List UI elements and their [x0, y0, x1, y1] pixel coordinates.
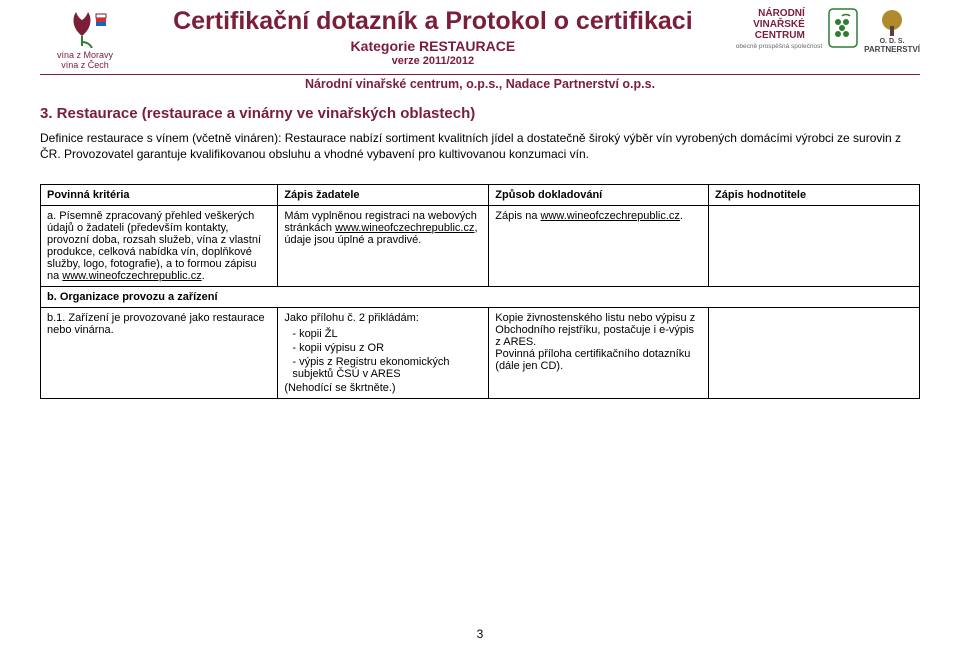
criteria-table: Povinná kritéria Zápis žadatele Způsob d…: [40, 184, 920, 399]
link-wine-2[interactable]: www.wineofczechrepublic.cz: [335, 222, 474, 234]
logos-right: NÁRODNÍ VINAŘSKÉ CENTRUM obecně prospěšn…: [736, 8, 920, 54]
cell-a-applicant: Mám vyplněnou registraci na webových str…: [278, 206, 489, 287]
list-item: výpis z Registru ekonomických subjektů Č…: [292, 356, 482, 380]
grape-icon: [828, 8, 858, 48]
cell-b1-applicant: Jako přílohu č. 2 přikládám: kopii ŽL ko…: [278, 308, 489, 399]
cell-a-evaluator: [709, 206, 920, 287]
list-item: kopii výpisu z OR: [292, 342, 482, 354]
th-criteria: Povinná kritéria: [41, 185, 278, 206]
section-definition: Definice restaurace s vínem (včetně viná…: [40, 130, 920, 162]
subheader: Národní vinařské centrum, o.p.s., Nadace…: [40, 77, 920, 91]
doc-title: Certifikační dotazník a Protokol o certi…: [138, 8, 728, 36]
partnerstvi-line: PARTNERSTVÍ: [864, 46, 920, 55]
section-title: 3. Restaurace (restaurace a vinárny ve v…: [40, 105, 920, 122]
th-evaluator: Zápis hodnotitele: [709, 185, 920, 206]
cell-b1-evaluator: [709, 308, 920, 399]
page-header: vína z Moravy vína z Čech Certifikační d…: [40, 8, 920, 70]
table-header-row: Povinná kritéria Zápis žadatele Způsob d…: [41, 185, 920, 206]
logo-left-line2: vína z Čech: [61, 60, 109, 70]
cell-b1-evidence: Kopie živnostenského listu nebo výpisu z…: [489, 308, 709, 399]
cell-b1-criteria: b.1. Zařízení je provozované jako restau…: [41, 308, 278, 399]
cell-a-evidence: Zápis na www.wineofczechrepublic.cz.: [489, 206, 709, 287]
page-number: 3: [0, 627, 960, 641]
th-applicant: Zápis žadatele: [278, 185, 489, 206]
tulip-icon: [62, 8, 108, 48]
link-wine-3[interactable]: www.wineofczechrepublic.cz: [541, 210, 680, 222]
cell-a-criteria: a. Písemně zpracovaný přehled veškerých …: [41, 206, 278, 287]
header-rule: [40, 74, 920, 75]
cell-b-heading: b. Organizace provozu a zařízení: [41, 287, 920, 308]
logo-left: vína z Moravy vína z Čech: [40, 8, 130, 70]
header-center: Certifikační dotazník a Protokol o certi…: [138, 8, 728, 67]
nvc-line1: NÁRODNÍ: [753, 8, 805, 19]
logo-nvc: NÁRODNÍ VINAŘSKÉ CENTRUM obecně prospěšn…: [736, 8, 822, 50]
nvc-line2: VINAŘSKÉ: [753, 19, 805, 30]
tree-icon: [875, 8, 909, 38]
doc-subtitle2: verze 2011/2012: [138, 55, 728, 67]
table-row: b.1. Zařízení je provozované jako restau…: [41, 308, 920, 399]
logo-left-line1: vína z Moravy: [57, 50, 113, 60]
list-item: kopii ŽL: [292, 328, 482, 340]
link-wine-1[interactable]: www.wineofczechrepublic.cz: [62, 270, 201, 282]
table-row: a. Písemně zpracovaný přehled veškerých …: [41, 206, 920, 287]
nvc-sub: obecně prospěšná společnost: [736, 43, 822, 50]
th-evidence: Způsob dokladování: [489, 185, 709, 206]
attachment-list: kopii ŽL kopii výpisu z OR výpis z Regis…: [284, 328, 482, 380]
table-row-merged: b. Organizace provozu a zařízení: [41, 287, 920, 308]
nvc-line3: CENTRUM: [753, 30, 805, 41]
logo-partnerstvi: O. D. S. PARTNERSTVÍ: [864, 8, 920, 54]
doc-subtitle1: Kategorie RESTAURACE: [138, 38, 728, 54]
